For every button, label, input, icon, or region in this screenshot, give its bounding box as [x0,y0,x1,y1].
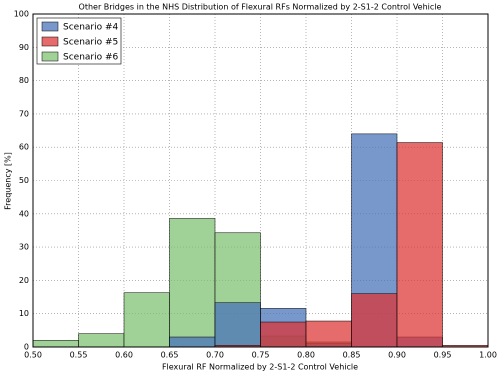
plot-frame [32,13,489,348]
y-tick-label: 50 [19,176,29,185]
chart-title: Other Bridges in the NHS Distribution of… [79,3,442,12]
legend-label: Scenario #5 [63,38,118,48]
y-tick-label: 100 [14,10,29,19]
y-tick-label: 90 [19,43,29,52]
y-tick-label: 80 [19,76,29,85]
y-tick-label: 70 [19,109,29,118]
legend-label: Scenario #6 [63,53,119,63]
y-tick-label: 30 [19,243,29,252]
histogram-bar [305,320,352,348]
x-tick-label: 0.50 [24,351,42,360]
x-axis-label: Flexural RF Normalized by 2-S1-2 Control… [162,363,358,372]
y-tick-label: 40 [19,209,29,218]
x-tick-label: 0.80 [297,351,315,360]
histogram-bar [78,333,125,348]
x-tick-label: 0.95 [434,351,452,360]
x-tick-label: 0.55 [70,351,88,360]
x-tick-label: 0.70 [206,351,224,360]
histogram-bar [32,340,79,348]
y-axis-label: Frequency [%] [4,152,13,210]
x-tick-label: 0.85 [343,351,361,360]
histogram-bar [260,321,307,348]
legend-swatch [41,21,59,32]
histogram-bar [169,336,216,348]
histogram-bar [169,218,216,348]
legend-swatch [41,51,59,62]
x-tick-label: 0.75 [252,351,270,360]
x-tick-label: 1.00 [479,351,497,360]
legend-label: Scenario #4 [63,23,119,33]
histogram-bar [351,293,398,348]
x-tick-label: 0.65 [161,351,179,360]
legend-swatch [41,36,59,47]
x-tick-label: 0.90 [388,351,406,360]
histogram-bar [123,292,170,348]
y-tick-label: 60 [19,143,29,152]
y-tick-label: 0 [24,343,29,352]
y-tick-label: 20 [19,276,29,285]
histogram-bar [396,142,443,348]
histogram-bar [214,302,261,348]
y-tick-label: 10 [19,309,29,318]
x-tick-label: 0.60 [115,351,133,360]
